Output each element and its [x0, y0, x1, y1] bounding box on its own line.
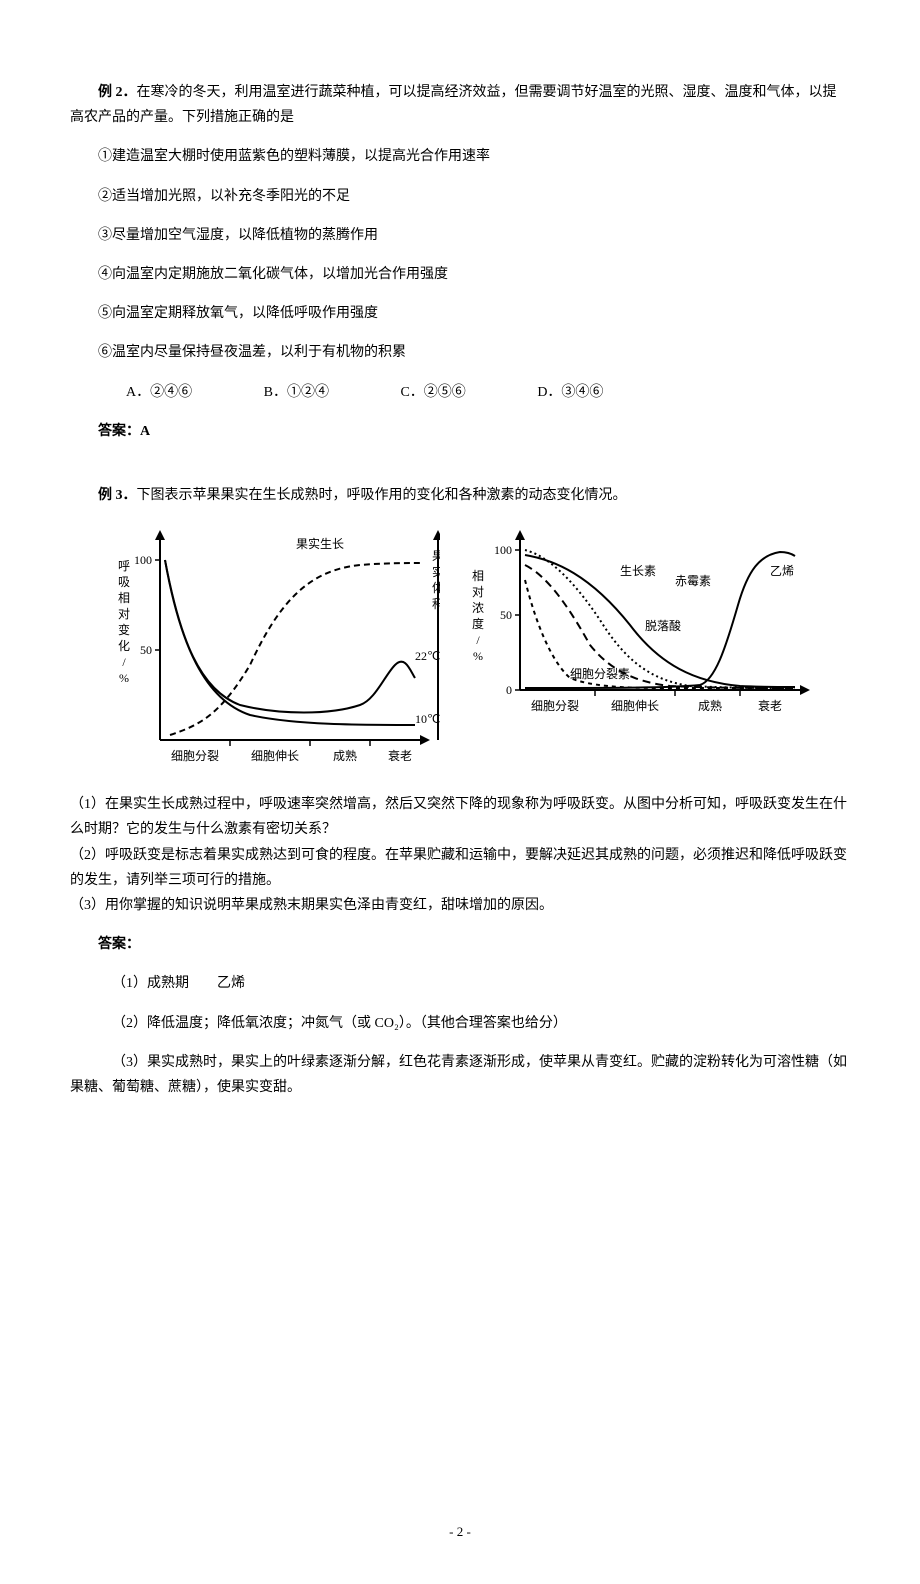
q3-ans-1: （1）成熟期 乙烯 [70, 971, 850, 996]
svg-text:果: 果 [432, 549, 440, 563]
q3-sub-3: （3）用你掌握的知识说明苹果成熟末期果实色泽由青变红，甜味增加的原因。 [70, 893, 850, 918]
respiration-growth-chart: 50 100 细胞分裂 细胞伸长 成熟 衰老 呼吸相对变化 /% 果实体积 果实生长 22℃ 10℃ [110, 520, 440, 780]
q2-answer: 答案：A [70, 419, 850, 444]
svg-text:化: 化 [118, 639, 130, 653]
q2-options: A．②④⑥ B．①②④ C．②⑤⑥ D．③④⑥ [70, 380, 850, 405]
svg-text:细胞分裂: 细胞分裂 [531, 699, 579, 713]
svg-text:成熟: 成熟 [698, 698, 722, 713]
q2-opt-b: B．①②④ [236, 380, 329, 405]
q2-label: 例 2． [98, 85, 137, 100]
charts-row: 50100细胞分裂细胞伸长成熟衰老呼吸相对变化/%果实体积果实生长22℃10℃ … [110, 520, 850, 780]
svg-text:对: 对 [118, 607, 130, 621]
svg-text:100: 100 [134, 553, 152, 567]
svg-text:浓: 浓 [472, 601, 484, 615]
q3-sub-1: （1）在果实生长成熟过程中，呼吸速率突然增高，然后又突然下降的现象称为呼吸跃变。… [70, 792, 850, 842]
q2-item-3: ③尽量增加空气湿度，以降低植物的蒸腾作用 [70, 223, 850, 248]
svg-text:100: 100 [494, 543, 512, 557]
svg-text:呼: 呼 [118, 559, 130, 573]
svg-text:相: 相 [472, 569, 484, 583]
svg-text:相: 相 [118, 591, 130, 605]
svg-text:/: / [476, 633, 480, 647]
q2-stem-text: 在寒冷的冬天，利用温室进行蔬菜种植，可以提高经济效益，但需要调节好温室的光照、湿… [70, 85, 837, 125]
q3-answer-label: 答案： [70, 932, 850, 957]
q3-ans-3: （3）果实成熟时，果实上的叶绿素逐渐分解，红色花青素逐渐形成，使苹果从青变红。贮… [70, 1050, 850, 1100]
svg-text:果实生长: 果实生长 [296, 536, 344, 551]
q2-opt-c: C．②⑤⑥ [372, 380, 465, 405]
svg-text:50: 50 [140, 643, 152, 657]
q2-item-5: ⑤向温室定期释放氧气，以降低呼吸作用强度 [70, 301, 850, 326]
svg-text:%: % [119, 671, 129, 685]
q3-stem-text: 下图表示苹果果实在生长成熟时，呼吸作用的变化和各种激素的动态变化情况。 [137, 488, 627, 503]
svg-text:对: 对 [472, 585, 484, 599]
page-number: - 2 - [70, 1520, 850, 1543]
svg-text:乙烯: 乙烯 [770, 564, 794, 578]
svg-text:细胞伸长: 细胞伸长 [251, 749, 299, 763]
q2-item-6: ⑥温室内尽量保持昼夜温差，以利于有机物的积累 [70, 340, 850, 365]
q3-stem: 例 3．下图表示苹果果实在生长成熟时，呼吸作用的变化和各种激素的动态变化情况。 [70, 483, 850, 508]
svg-text:体: 体 [432, 581, 440, 595]
svg-text:/: / [122, 655, 126, 669]
svg-text:赤霉素: 赤霉素 [675, 574, 711, 588]
svg-text:度: 度 [472, 616, 484, 631]
svg-text:生长素: 生长素 [620, 564, 656, 578]
svg-text:脱落酸: 脱落酸 [645, 618, 681, 633]
svg-text:吸: 吸 [118, 575, 130, 589]
svg-text:0: 0 [506, 683, 512, 697]
q3-ans-2: （2）降低温度；降低氧浓度；冲氮气（或 CO₂）。（其他合理答案也给分） [70, 1011, 850, 1036]
q3-label: 例 3． [98, 488, 137, 503]
svg-text:实: 实 [432, 564, 440, 579]
svg-text:衰老: 衰老 [388, 748, 412, 763]
q2-item-2: ②适当增加光照，以补充冬季阳光的不足 [70, 184, 850, 209]
hormone-concentration-chart: 0 50 100 相对浓度 /% 细胞分裂 细胞伸长 成熟 衰老 生长素赤霉素 乙烯脱落酸细胞分裂素 [460, 520, 820, 720]
svg-text:细胞伸长: 细胞伸长 [611, 699, 659, 713]
svg-text:成熟: 成熟 [333, 748, 357, 763]
q2-opt-a: A．②④⑥ [98, 380, 192, 405]
svg-text:50: 50 [500, 608, 512, 622]
svg-text:细胞分裂素: 细胞分裂素 [570, 667, 630, 681]
svg-text:变: 变 [118, 622, 130, 637]
q2-item-1: ①建造温室大棚时使用蓝紫色的塑料薄膜，以提高光合作用速率 [70, 144, 850, 169]
svg-text:10℃: 10℃ [415, 712, 440, 726]
svg-text:衰老: 衰老 [758, 698, 782, 713]
q2-stem: 例 2．在寒冷的冬天，利用温室进行蔬菜种植，可以提高经济效益，但需要调节好温室的… [70, 80, 850, 130]
svg-text:%: % [473, 649, 483, 663]
svg-text:细胞分裂: 细胞分裂 [171, 749, 219, 763]
q3-sub-2: （2）呼吸跃变是标志着果实成熟达到可食的程度。在苹果贮藏和运输中，要解决延迟其成… [70, 843, 850, 893]
svg-text:积: 积 [432, 597, 440, 611]
q2-opt-d: D．③④⑥ [509, 380, 603, 405]
svg-text:22℃: 22℃ [415, 649, 440, 663]
q2-item-4: ④向温室内定期施放二氧化碳气体，以增加光合作用强度 [70, 262, 850, 287]
